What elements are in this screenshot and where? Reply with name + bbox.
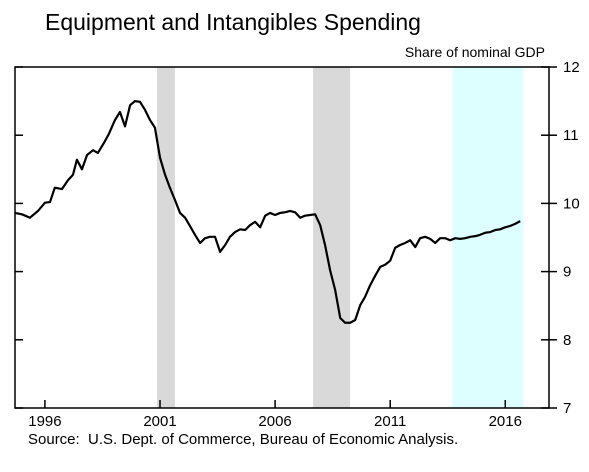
y-tick-label: 10 <box>563 195 580 212</box>
y-tick-label: 7 <box>563 400 571 417</box>
y-tick-label: 11 <box>563 127 579 144</box>
source-note: Source: U.S. Dept. of Commerce, Bureau o… <box>28 431 459 448</box>
x-tick-label: 1996 <box>28 413 61 430</box>
x-tick-label: 2001 <box>143 413 176 430</box>
y-tick-label: 8 <box>563 332 571 349</box>
line-series <box>14 100 521 324</box>
x-tick-label: 2016 <box>489 413 522 430</box>
shaded-region <box>313 67 351 408</box>
shaded-region <box>157 67 175 408</box>
x-tick-label: 2006 <box>258 413 291 430</box>
y-tick-label: 9 <box>563 264 571 281</box>
plot: 7 8 9 10 11 12 1996 2001 2006 2011 2016 <box>14 59 580 430</box>
plot-frame <box>14 66 550 409</box>
y-tick-label: 12 <box>563 59 580 76</box>
chart-title: Equipment and Intangibles Spending <box>45 9 421 35</box>
y-axis-label: Share of nominal GDP <box>405 44 545 60</box>
x-tick-label: 2011 <box>374 413 406 430</box>
